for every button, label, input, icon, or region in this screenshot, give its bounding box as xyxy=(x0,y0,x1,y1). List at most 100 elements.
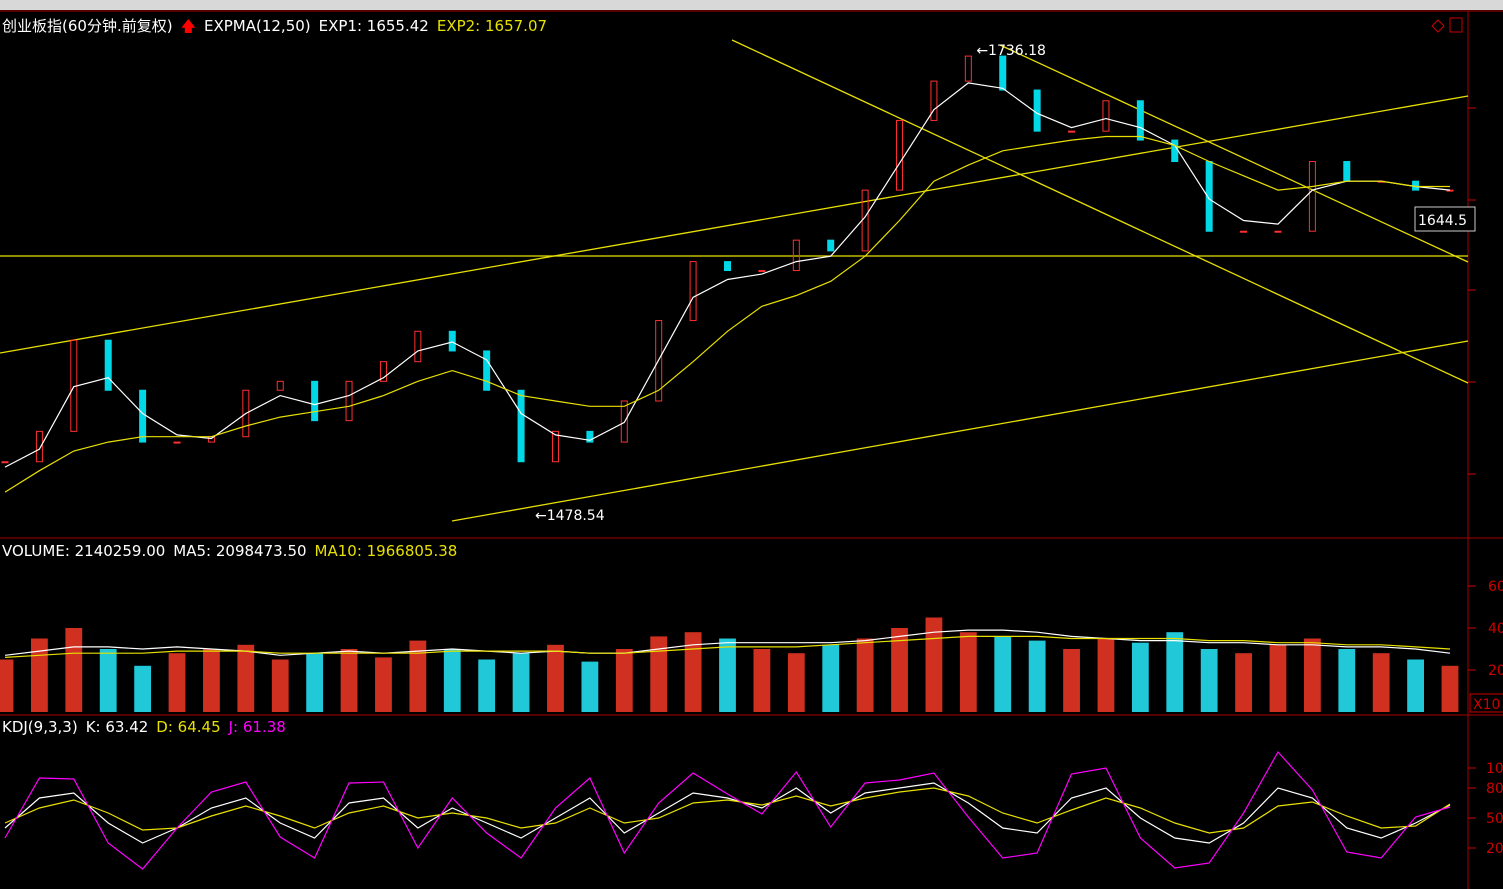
j-line xyxy=(4,750,1451,870)
arrow-icon: 🡅 xyxy=(180,17,196,35)
candle xyxy=(1171,139,1179,163)
candle xyxy=(930,80,938,121)
volume-bar xyxy=(1338,649,1356,712)
volume-bar xyxy=(925,617,943,712)
volume-bar xyxy=(1166,632,1184,712)
volume-bar xyxy=(891,628,908,712)
volume-bar xyxy=(203,649,220,712)
high-label: ←1736.18 xyxy=(976,43,1046,59)
kdj-indicator: KDJ(9,3,3) xyxy=(2,718,78,736)
volume-bar xyxy=(719,638,736,712)
menu-bar xyxy=(0,0,1503,10)
candle xyxy=(173,441,181,444)
candle xyxy=(1446,189,1454,192)
volume-label: VOLUME: 2140259.00 xyxy=(2,542,166,560)
last-price-box xyxy=(1414,206,1476,232)
candle xyxy=(586,430,594,443)
candle xyxy=(517,389,525,463)
volume-bar xyxy=(1269,644,1287,712)
candle xyxy=(861,189,869,252)
y-tick-label: 50 xyxy=(1486,811,1503,827)
volume-header: VOLUME: 2140259.00 MA5: 2098473.50 MA10: 1… xyxy=(2,542,465,560)
volume-bar xyxy=(65,628,83,712)
k-label: K: 63.42 xyxy=(85,718,149,736)
volume-bar xyxy=(1131,642,1149,712)
window-icon[interactable] xyxy=(1431,19,1445,33)
y-tick-label: 40 xyxy=(1488,621,1503,637)
trend-line xyxy=(731,39,1469,384)
exp1-line xyxy=(4,82,1451,468)
volume-bar xyxy=(0,659,14,712)
candle xyxy=(379,361,387,382)
volume-bar xyxy=(581,661,599,712)
volume-bar xyxy=(1372,653,1390,712)
volume-bar xyxy=(787,653,805,712)
volume-bar xyxy=(306,653,324,712)
volume-bar xyxy=(271,659,289,712)
exp2-label: EXP2: 1657.07 xyxy=(436,17,548,35)
candle xyxy=(311,380,319,422)
candle xyxy=(276,380,284,391)
candle xyxy=(964,55,972,82)
volume-bar xyxy=(340,649,358,712)
volume-bar xyxy=(1063,649,1080,712)
y-tick-label: 100 xyxy=(1486,761,1503,777)
volume-bar xyxy=(547,644,564,712)
ma10-label: MA10: 1966805.38 xyxy=(314,542,458,560)
volume-bar xyxy=(168,653,186,712)
volume-bar xyxy=(512,653,530,712)
candle xyxy=(551,430,559,463)
volume-bar xyxy=(1407,659,1424,712)
candle xyxy=(792,239,800,272)
volume-bar xyxy=(753,649,771,712)
exp1-label: EXP1: 1655.42 xyxy=(318,17,429,35)
candle xyxy=(1343,161,1351,182)
candle xyxy=(483,350,491,391)
candle xyxy=(1068,130,1076,133)
volume-bar xyxy=(856,638,874,712)
volume-bar xyxy=(1028,640,1046,712)
y-tick-label: 20 xyxy=(1486,841,1503,857)
candle xyxy=(104,339,112,391)
j-label: J: 61.38 xyxy=(228,718,286,736)
candle xyxy=(139,389,147,443)
ma5-label: MA5: 2098473.50 xyxy=(173,542,307,560)
candle xyxy=(758,270,766,273)
candle xyxy=(1,461,9,464)
y-tick-label: 80 xyxy=(1486,781,1503,797)
candle xyxy=(1274,230,1282,233)
candle xyxy=(827,239,835,252)
candle xyxy=(896,119,904,191)
ma10-line xyxy=(4,635,1451,658)
volume-bar xyxy=(443,649,461,712)
candle xyxy=(242,389,250,438)
volume-bar xyxy=(1200,649,1218,712)
exp2-line xyxy=(4,135,1450,493)
trend-line xyxy=(999,44,1469,263)
volume-bar xyxy=(650,636,668,712)
candle xyxy=(1240,230,1248,233)
volume-bar xyxy=(409,640,427,712)
candle xyxy=(655,320,663,402)
candle xyxy=(1033,89,1041,132)
volume-bar xyxy=(684,632,702,712)
volume-bar xyxy=(1303,638,1321,712)
unit-box xyxy=(1469,693,1503,713)
candle xyxy=(345,380,353,422)
candle xyxy=(35,430,43,463)
y-tick-label: 60 xyxy=(1488,579,1503,595)
trend-line xyxy=(0,95,1469,354)
indicator: EXPMA(12,50) xyxy=(203,17,311,35)
axis-ticks xyxy=(1468,107,1476,475)
unit-label: X10 xyxy=(1473,697,1500,713)
candle xyxy=(448,330,456,352)
d-line xyxy=(4,787,1451,834)
volume-bar xyxy=(1441,665,1459,712)
candle xyxy=(414,330,422,363)
volume-bar xyxy=(375,657,392,712)
low-label: ←1478.54 xyxy=(535,508,605,524)
window-icon[interactable] xyxy=(1449,17,1463,33)
volume-bar xyxy=(959,632,977,712)
price-header: 创业板指(60分钟.前复权) 🡅 EXPMA(12,50) EXP1: 1655.42… xyxy=(2,15,555,41)
